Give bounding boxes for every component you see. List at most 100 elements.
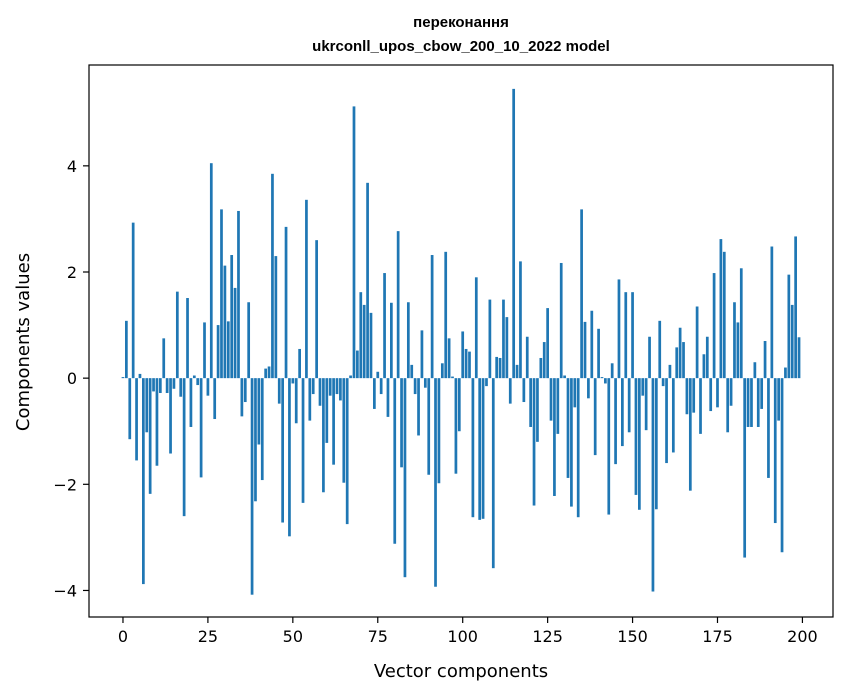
bar <box>257 378 261 445</box>
bar <box>413 378 417 395</box>
bar <box>668 364 672 379</box>
bar <box>604 378 607 384</box>
bar <box>688 378 692 491</box>
bar <box>430 255 434 379</box>
bar <box>362 304 366 379</box>
bar <box>454 378 458 474</box>
bar <box>345 378 349 525</box>
bar <box>787 274 791 379</box>
bar <box>457 378 461 432</box>
bar <box>675 347 679 379</box>
bar <box>125 320 128 379</box>
bar <box>213 378 217 420</box>
bar <box>682 342 685 379</box>
bar <box>142 378 145 585</box>
bar <box>529 378 532 427</box>
bar <box>148 378 152 494</box>
y-tick-label: −2 <box>53 475 77 494</box>
bar <box>145 378 149 433</box>
bar <box>298 348 301 379</box>
bar <box>373 378 376 409</box>
bar <box>247 302 251 379</box>
bar <box>729 378 733 406</box>
x-tick-label: 25 <box>198 627 218 646</box>
bar <box>593 378 597 456</box>
x-tick-label: 0 <box>118 627 128 646</box>
bar <box>471 378 475 518</box>
bar <box>158 378 162 394</box>
bar <box>790 304 794 379</box>
bar <box>192 375 196 379</box>
bar <box>254 378 257 502</box>
bar <box>485 378 488 387</box>
bar <box>423 378 427 388</box>
x-tick-label: 75 <box>368 627 388 646</box>
bar <box>634 378 638 495</box>
bar <box>179 378 183 397</box>
bar <box>260 378 264 481</box>
bar <box>746 378 750 427</box>
bar <box>182 378 186 517</box>
bar <box>271 173 274 379</box>
bar <box>498 357 502 379</box>
bar <box>315 240 318 379</box>
bar <box>393 378 397 544</box>
bar <box>546 308 549 379</box>
bar <box>396 231 400 379</box>
y-tick-label: 0 <box>67 369 77 388</box>
bar <box>638 378 641 510</box>
bar <box>434 378 437 587</box>
bar <box>716 378 719 408</box>
x-axis-ticks: 0 25 50 75 100 125 150 175 200 <box>118 617 818 646</box>
bar <box>332 378 335 465</box>
bars-group <box>121 88 801 595</box>
bar <box>138 373 142 379</box>
bar <box>532 378 536 506</box>
bar <box>417 378 420 436</box>
bar <box>722 251 726 379</box>
bar <box>342 378 346 483</box>
bar <box>250 378 254 595</box>
bar <box>189 378 193 427</box>
bar <box>610 363 614 379</box>
bar <box>464 348 468 379</box>
x-tick-label: 100 <box>447 627 478 646</box>
bar <box>186 298 189 379</box>
bar <box>522 378 526 403</box>
bar <box>474 277 478 379</box>
bar <box>488 299 492 379</box>
bar <box>162 338 166 379</box>
bar <box>739 268 743 379</box>
bar <box>563 375 566 379</box>
bar <box>427 378 431 475</box>
y-axis-label: Components values <box>13 253 34 431</box>
bar <box>284 226 288 379</box>
bar <box>301 378 305 503</box>
bar <box>356 350 359 379</box>
bar <box>206 378 210 396</box>
bar <box>359 292 363 379</box>
bar <box>542 342 546 379</box>
bar <box>590 310 594 379</box>
bar <box>155 378 159 466</box>
x-tick-label: 125 <box>532 627 563 646</box>
x-tick-label: 150 <box>617 627 648 646</box>
bar <box>651 378 655 592</box>
bar <box>539 357 543 379</box>
plot-frame <box>88 64 834 618</box>
bar <box>525 336 529 379</box>
bar <box>447 338 451 379</box>
bar <box>502 299 505 379</box>
bar <box>505 317 509 379</box>
bar <box>621 378 624 447</box>
bar <box>773 378 777 524</box>
bar <box>440 363 444 379</box>
bar <box>536 378 539 442</box>
bar <box>277 378 281 404</box>
bar <box>410 364 414 379</box>
bar <box>461 331 465 379</box>
bar <box>437 378 441 484</box>
bar <box>175 291 179 379</box>
bar <box>366 182 369 379</box>
